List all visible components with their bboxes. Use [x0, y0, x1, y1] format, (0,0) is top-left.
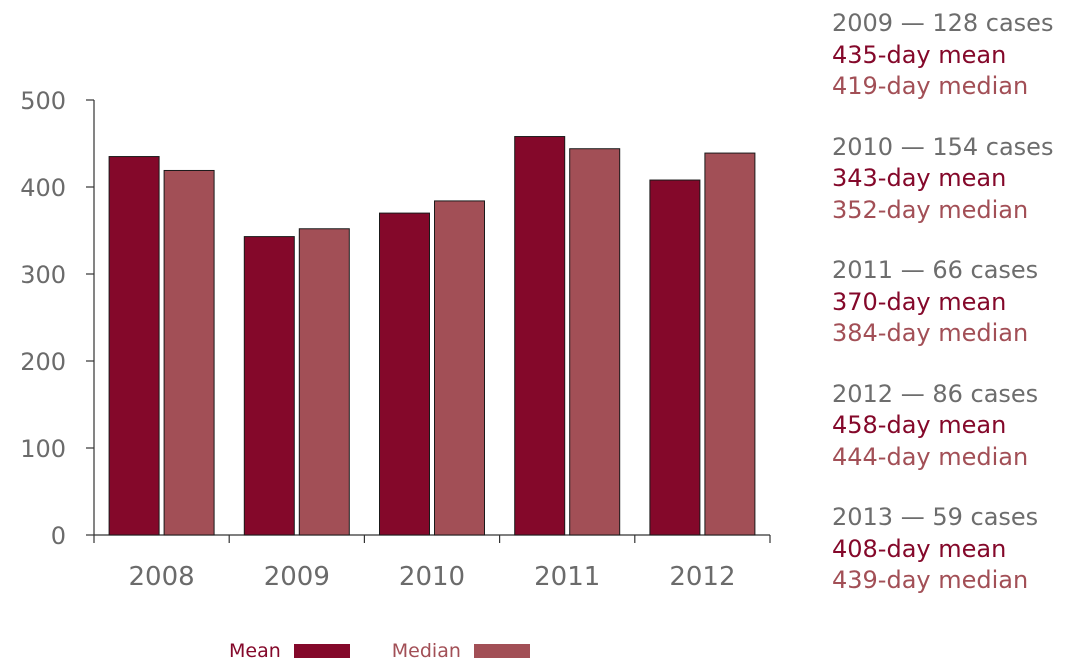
summary-heading: 2009 — 128 cases	[832, 9, 1054, 37]
legend-mean-swatch	[293, 644, 350, 658]
bar-median-2010	[434, 200, 485, 536]
summary-mean: 370-day mean	[832, 287, 1007, 316]
y-tick-label: 400	[20, 174, 66, 202]
summary-item: 2011 — 66 cases 370-day mean 384-day med…	[832, 255, 1053, 350]
bar-mean-2008	[108, 156, 160, 536]
bar-mean-2011	[514, 136, 566, 536]
x-tick-label: 2011	[534, 562, 600, 592]
bar-mean-2012	[649, 179, 701, 536]
summary-item: 2010 — 154 cases 343-day mean 352-day me…	[832, 132, 1053, 227]
legend-median-label: Median	[391, 640, 461, 662]
chart-bars	[108, 136, 756, 536]
summary-median: 419-day median	[832, 72, 1029, 100]
summary-heading: 2013 — 59 cases	[832, 503, 1039, 531]
summary-mean: 343-day mean	[832, 164, 1007, 192]
bar-chart: 0 100 200 300 400 500 2008 2009 2010 2011 2012	[20, 87, 771, 592]
bar-mean-2009	[243, 236, 295, 536]
summary-median: 444-day median	[832, 442, 1029, 471]
bar-median-2008	[163, 169, 215, 536]
y-tick-label: 300	[20, 261, 66, 289]
bar-median-2011	[569, 148, 621, 536]
summary-median: 439-day median	[832, 566, 1029, 594]
summary-heading: 2010 — 154 cases	[832, 132, 1054, 161]
summary-median: 384-day median	[832, 319, 1029, 347]
y-tick-label: 100	[20, 435, 66, 463]
y-tick-label: 500	[20, 87, 66, 115]
summary-mean: 435-day mean	[832, 40, 1007, 69]
summary-mean: 458-day mean	[832, 411, 1007, 439]
chart-labels: 0 100 200 300 400 500 2008 2009 2010 2011 2012	[20, 87, 735, 592]
y-tick-label: 0	[51, 522, 66, 550]
legend-mean-label: Mean	[229, 640, 281, 662]
summary-heading: 2012 — 86 cases	[832, 379, 1039, 408]
bar-mean-2010	[379, 212, 430, 536]
case-summary-list: 2009 — 128 cases 435-day mean 419-day me…	[832, 8, 1053, 626]
x-tick-label: 2008	[129, 562, 195, 592]
bar-median-2009	[298, 228, 350, 536]
summary-item: 2009 — 128 cases 435-day mean 419-day me…	[832, 8, 1053, 103]
summary-item: 2013 — 59 cases 408-day mean 439-day med…	[832, 502, 1053, 597]
x-tick-label: 2009	[264, 562, 330, 592]
summary-median: 352-day median	[832, 195, 1029, 224]
summary-item: 2012 — 86 cases 458-day mean 444-day med…	[832, 379, 1053, 474]
x-tick-label: 2012	[669, 562, 735, 592]
x-tick-label: 2010	[399, 562, 465, 592]
chart-legend: Mean Median	[229, 640, 530, 662]
summary-heading: 2011 — 66 cases	[832, 256, 1039, 284]
bar-median-2012	[704, 152, 756, 536]
y-tick-label: 200	[20, 348, 66, 376]
summary-mean: 408-day mean	[832, 534, 1007, 563]
legend-median-swatch	[473, 644, 530, 658]
